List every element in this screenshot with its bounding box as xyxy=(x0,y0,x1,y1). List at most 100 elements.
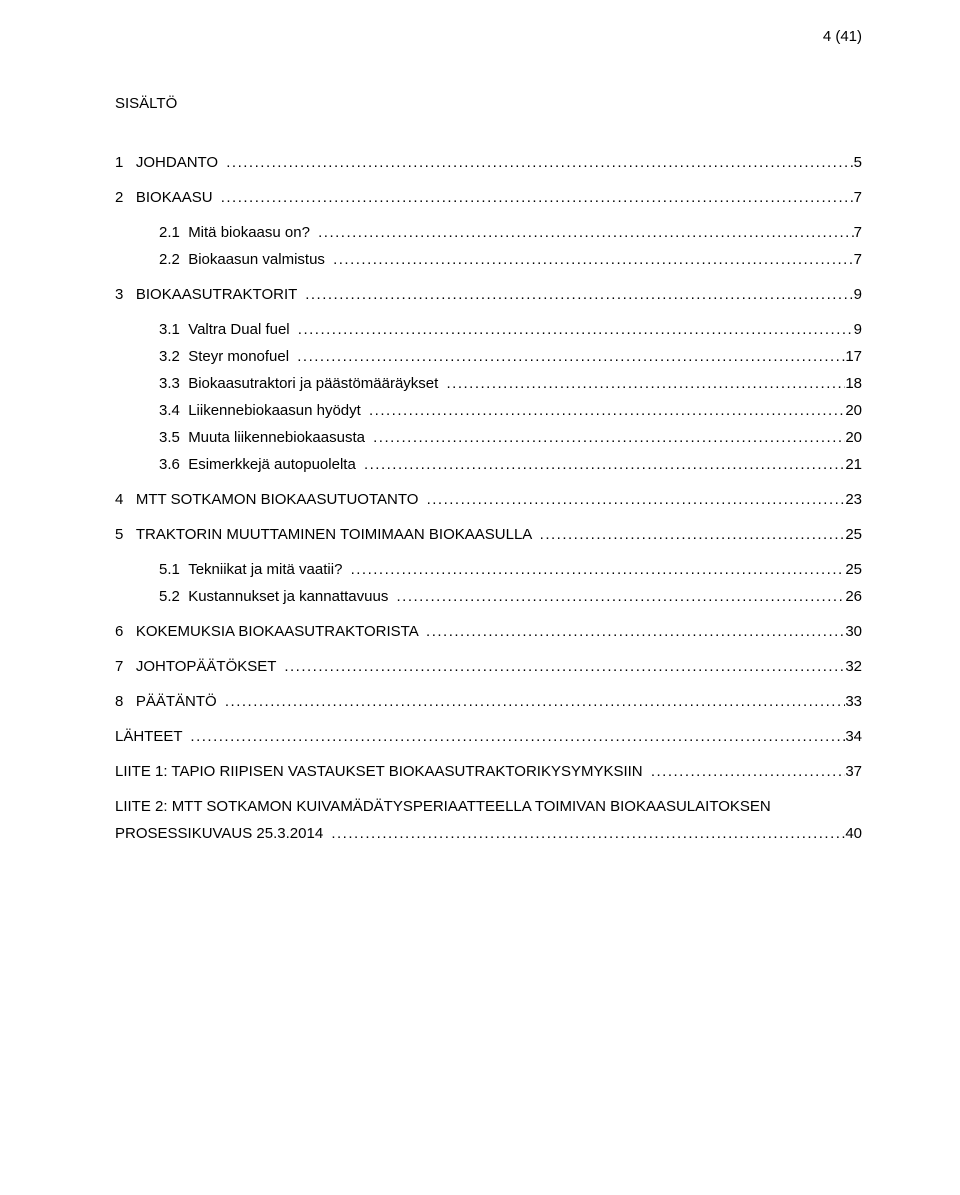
toc-entry-number: 2.1 xyxy=(159,224,188,241)
toc-entry-label: LIITE 2: MTT SOTKAMON KUIVAMÄDÄTYSPERIAA… xyxy=(115,798,771,815)
toc-entry: 7 JOHTOPÄÄTÖKSET .......................… xyxy=(115,658,862,675)
toc-entry-number: 8 xyxy=(115,693,136,710)
toc-leader: ........................................… xyxy=(536,526,846,543)
toc-entry-label: LÄHTEET xyxy=(115,728,186,745)
toc-leader: ........................................… xyxy=(280,658,845,675)
toc-entry-label: JOHTOPÄÄTÖKSET xyxy=(136,658,280,675)
toc-entry-number: 3.4 xyxy=(159,402,188,419)
toc-entry-number: 3.1 xyxy=(159,321,188,338)
toc-leader: ........................................… xyxy=(221,693,845,710)
toc-entry: 4 MTT SOTKAMON BIOKAASUTUOTANTO ........… xyxy=(115,491,862,508)
toc-entry: 3.1 Valtra Dual fuel ...................… xyxy=(115,321,862,338)
toc-entry-label: PROSESSIKUVAUS 25.3.2014 xyxy=(115,825,327,842)
toc-leader: ........................................… xyxy=(423,491,846,508)
toc-leader: ........................................… xyxy=(422,623,845,640)
toc-entry-label: Steyr monofuel xyxy=(188,348,293,365)
toc-entry: 2 BIOKAASU .............................… xyxy=(115,189,862,206)
toc-leader: ........................................… xyxy=(293,348,845,365)
toc-leader: ........................................… xyxy=(347,561,846,578)
toc-entry-label: Liikennebiokaasun hyödyt xyxy=(188,402,365,419)
toc-entry-label: Biokaasun valmistus xyxy=(188,251,329,268)
toc-entry-number: 5.2 xyxy=(159,588,188,605)
toc-leader: ........................................… xyxy=(369,429,845,446)
toc-entry: 8 PÄÄTÄNTÖ .............................… xyxy=(115,693,862,710)
toc-leader: ........................................… xyxy=(301,286,853,303)
toc-entry: LIITE 1: TAPIO RIIPISEN VASTAUKSET BIOKA… xyxy=(115,763,862,780)
toc-entry-label: LIITE 1: TAPIO RIIPISEN VASTAUKSET BIOKA… xyxy=(115,763,647,780)
toc-entry-page: 20 xyxy=(845,429,862,446)
toc-entry-page: 34 xyxy=(845,728,862,745)
toc-entry-page: 23 xyxy=(845,491,862,508)
toc-leader: ........................................… xyxy=(442,375,845,392)
toc-entry-label: TRAKTORIN MUUTTAMINEN TOIMIMAAN BIOKAASU… xyxy=(136,526,536,543)
toc-entry-page: 30 xyxy=(845,623,862,640)
toc-title: SISÄLTÖ xyxy=(115,95,862,112)
toc-leader: ........................................… xyxy=(186,728,845,745)
toc-leader: ........................................… xyxy=(217,189,854,206)
toc-entry-page: 25 xyxy=(845,561,862,578)
toc-entry-number: 3.3 xyxy=(159,375,188,392)
toc-entry: 3.5 Muuta liikennebiokaasusta ..........… xyxy=(115,429,862,446)
toc-container: 1 JOHDANTO .............................… xyxy=(115,154,862,842)
toc-entry-page: 18 xyxy=(845,375,862,392)
toc-entry-number: 6 xyxy=(115,623,136,640)
toc-entry-page: 7 xyxy=(854,251,862,268)
toc-entry-number: 4 xyxy=(115,491,136,508)
toc-entry-number: 3 xyxy=(115,286,136,303)
toc-entry: 2.1 Mitä biokaasu on? ..................… xyxy=(115,224,862,241)
page-number: 4 (41) xyxy=(115,28,862,45)
toc-entry-label: PÄÄTÄNTÖ xyxy=(136,693,221,710)
toc-entry-page: 32 xyxy=(845,658,862,675)
page: 4 (41) SISÄLTÖ 1 JOHDANTO ..............… xyxy=(0,0,960,1195)
toc-entry: 2.2 Biokaasun valmistus ................… xyxy=(115,251,862,268)
toc-entry-page: 20 xyxy=(845,402,862,419)
toc-entry-label: KOKEMUKSIA BIOKAASUTRAKTORISTA xyxy=(136,623,422,640)
toc-entry: 3.4 Liikennebiokaasun hyödyt ...........… xyxy=(115,402,862,419)
toc-entry-label: Esimerkkejä autopuolelta xyxy=(188,456,360,473)
toc-entry: 3 BIOKAASUTRAKTORIT ....................… xyxy=(115,286,862,303)
toc-entry-label: Muuta liikennebiokaasusta xyxy=(188,429,369,446)
toc-entry-number: 3.6 xyxy=(159,456,188,473)
toc-entry-number: 2.2 xyxy=(159,251,188,268)
toc-entry: 5 TRAKTORIN MUUTTAMINEN TOIMIMAAN BIOKAA… xyxy=(115,526,862,543)
toc-entry-number: 5.1 xyxy=(159,561,188,578)
toc-entry-label: Tekniikat ja mitä vaatii? xyxy=(188,561,346,578)
toc-leader: ........................................… xyxy=(365,402,845,419)
toc-entry-label: BIOKAASUTRAKTORIT xyxy=(136,286,301,303)
toc-entry-page: 17 xyxy=(845,348,862,365)
toc-entry: 3.3 Biokaasutraktori ja päästömääräykset… xyxy=(115,375,862,392)
toc-entry-number: 1 xyxy=(115,154,136,171)
toc-entry: 3.2 Steyr monofuel .....................… xyxy=(115,348,862,365)
toc-entry-number: 7 xyxy=(115,658,136,675)
toc-leader: ........................................… xyxy=(294,321,854,338)
toc-entry-page: 21 xyxy=(845,456,862,473)
toc-entry-page: 40 xyxy=(845,825,862,842)
toc-entry-label: Kustannukset ja kannattavuus xyxy=(188,588,392,605)
toc-entry-page: 26 xyxy=(845,588,862,605)
toc-leader: ........................................… xyxy=(647,763,846,780)
toc-entry-number: 3.2 xyxy=(159,348,188,365)
toc-leader: ........................................… xyxy=(360,456,845,473)
toc-leader: ........................................… xyxy=(327,825,845,842)
toc-leader: ........................................… xyxy=(314,224,854,241)
toc-leader: ........................................… xyxy=(222,154,853,171)
toc-entry-number: 5 xyxy=(115,526,136,543)
toc-entry-label: Mitä biokaasu on? xyxy=(188,224,314,241)
toc-entry-page: 7 xyxy=(854,224,862,241)
toc-entry: 5.2 Kustannukset ja kannattavuus .......… xyxy=(115,588,862,605)
toc-entry-page: 5 xyxy=(854,154,862,171)
toc-entry-page: 25 xyxy=(845,526,862,543)
toc-entry-number: 2 xyxy=(115,189,136,206)
toc-entry: 1 JOHDANTO .............................… xyxy=(115,154,862,171)
toc-entry: LÄHTEET ................................… xyxy=(115,728,862,745)
toc-entry: PROSESSIKUVAUS 25.3.2014 ...............… xyxy=(115,825,862,842)
toc-leader: ........................................… xyxy=(393,588,846,605)
toc-leader: ........................................… xyxy=(329,251,854,268)
toc-entry: LIITE 2: MTT SOTKAMON KUIVAMÄDÄTYSPERIAA… xyxy=(115,798,862,815)
toc-entry: 3.6 Esimerkkejä autopuolelta ...........… xyxy=(115,456,862,473)
toc-entry: 6 KOKEMUKSIA BIOKAASUTRAKTORISTA .......… xyxy=(115,623,862,640)
toc-entry-number: 3.5 xyxy=(159,429,188,446)
toc-entry-label: MTT SOTKAMON BIOKAASUTUOTANTO xyxy=(136,491,423,508)
toc-entry-page: 33 xyxy=(845,693,862,710)
toc-entry-label: JOHDANTO xyxy=(136,154,222,171)
